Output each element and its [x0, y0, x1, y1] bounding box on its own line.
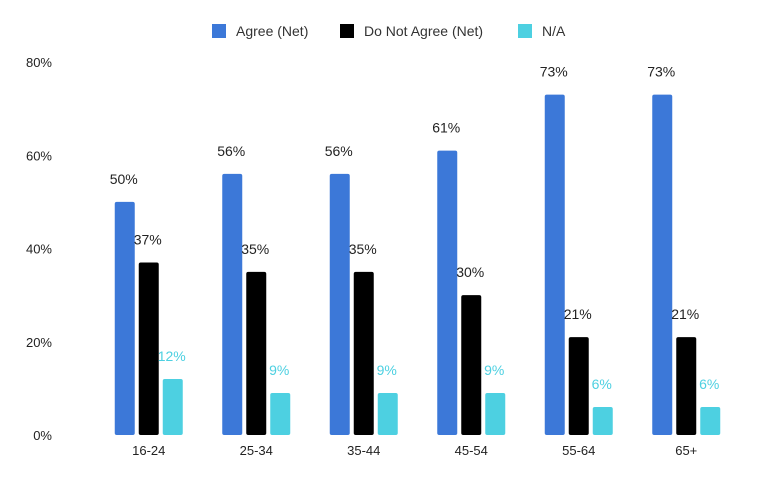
bars — [114, 94, 721, 435]
data-label: 30% — [456, 264, 484, 280]
data-label: 50% — [110, 171, 138, 187]
bar-do-not-agree-net[interactable] — [461, 295, 482, 435]
bar-group — [329, 173, 398, 435]
bar-n-a[interactable] — [162, 379, 183, 435]
bar-do-not-agree-net[interactable] — [353, 271, 374, 435]
bar-do-not-agree-net[interactable] — [246, 271, 267, 435]
bar-group — [437, 150, 506, 435]
bar-group — [544, 94, 613, 435]
bar-group — [222, 173, 291, 435]
data-label: 73% — [540, 64, 568, 80]
data-labels: 50% 37% 12% 56% 35% 9% 56% 35% 9% 61% 30% 9% 73% 21% 6… — [110, 64, 720, 392]
x-tick-label: 55-64 — [562, 443, 595, 458]
legend: Agree (Net) Do Not Agree (Net) N/A — [212, 23, 566, 39]
bar-agree-net[interactable] — [437, 150, 458, 435]
x-axis: 16-24 25-34 35-44 45-54 55-64 65+ — [132, 443, 697, 458]
bar-do-not-agree-net[interactable] — [568, 337, 589, 435]
bar-do-not-agree-net[interactable] — [676, 337, 697, 435]
data-label: 9% — [484, 362, 504, 378]
data-label: 12% — [158, 348, 186, 364]
data-label: 35% — [349, 241, 377, 257]
y-tick-label: 80% — [26, 55, 52, 70]
data-label: 6% — [699, 376, 719, 392]
legend-item[interactable]: Do Not Agree (Net) — [340, 23, 483, 39]
legend-label: N/A — [542, 23, 566, 39]
data-label: 6% — [592, 376, 612, 392]
y-axis: 0% 20% 40% 60% 80% — [26, 55, 52, 443]
data-label: 56% — [325, 143, 353, 159]
legend-item[interactable]: N/A — [518, 23, 566, 39]
legend-swatch — [518, 24, 532, 38]
data-label: 35% — [241, 241, 269, 257]
x-tick-label: 45-54 — [455, 443, 488, 458]
y-tick-label: 40% — [26, 242, 52, 257]
x-tick-label: 16-24 — [132, 443, 165, 458]
bar-n-a[interactable] — [592, 407, 613, 435]
bar-agree-net[interactable] — [114, 201, 135, 435]
bar-agree-net[interactable] — [329, 173, 350, 435]
data-label: 37% — [134, 231, 162, 247]
x-tick-label: 25-34 — [240, 443, 273, 458]
bar-n-a[interactable] — [270, 393, 291, 435]
legend-label: Agree (Net) — [236, 23, 308, 39]
x-tick-label: 65+ — [675, 443, 697, 458]
legend-swatch — [340, 24, 354, 38]
y-tick-label: 20% — [26, 335, 52, 350]
data-label: 21% — [564, 306, 592, 322]
data-label: 56% — [217, 143, 245, 159]
bar-n-a[interactable] — [377, 393, 398, 435]
bar-group — [652, 94, 721, 435]
y-tick-label: 0% — [33, 428, 52, 443]
data-label: 21% — [671, 306, 699, 322]
bar-n-a[interactable] — [700, 407, 721, 435]
data-label: 9% — [269, 362, 289, 378]
legend-swatch — [212, 24, 226, 38]
legend-label: Do Not Agree (Net) — [364, 23, 483, 39]
bar-agree-net[interactable] — [652, 94, 673, 435]
data-label: 73% — [647, 64, 675, 80]
legend-item[interactable]: Agree (Net) — [212, 23, 308, 39]
y-tick-label: 60% — [26, 148, 52, 163]
data-label: 9% — [377, 362, 397, 378]
bar-agree-net[interactable] — [544, 94, 565, 435]
bar-do-not-agree-net[interactable] — [138, 262, 159, 435]
data-label: 61% — [432, 120, 460, 136]
bar-group — [114, 201, 183, 435]
bar-n-a[interactable] — [485, 393, 506, 435]
bar-agree-net[interactable] — [222, 173, 243, 435]
x-tick-label: 35-44 — [347, 443, 380, 458]
